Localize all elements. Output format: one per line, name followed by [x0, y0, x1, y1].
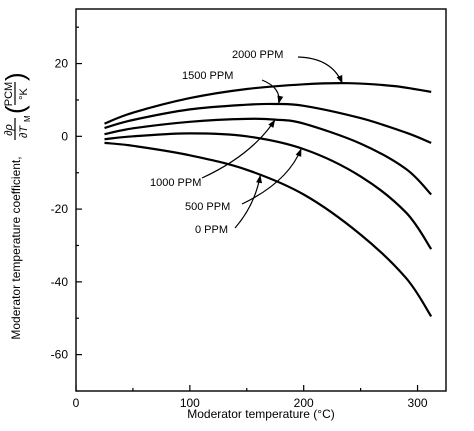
curve-500-ppm — [104, 132, 433, 250]
curve-0-ppm — [104, 141, 433, 318]
y-tick-label-20: 20 — [55, 57, 69, 71]
x-tick-label-300: 300 — [408, 396, 428, 410]
y-axis-title: Moderator temperature coefficient, ∂ρ ∂T… — [0, 72, 32, 339]
y-axis-units-numerator: PCM — [3, 82, 15, 106]
y-axis-units-denominator: °K — [18, 87, 30, 99]
arrowhead-2000-ppm — [336, 75, 343, 84]
arrowhead-1000-ppm — [268, 119, 276, 128]
arrowhead-0-ppm — [256, 174, 262, 184]
y-tick-label--40: -40 — [51, 275, 69, 289]
arrowhead-500-ppm — [295, 148, 302, 157]
label-leaders — [201, 56, 343, 229]
curve-1500-ppm — [104, 102, 432, 144]
leader-1500-ppm — [261, 79, 280, 105]
y-axis-paren-right: ) — [0, 72, 30, 81]
y-tick-label--60: -60 — [51, 348, 69, 362]
y-axis-partial-subscript: M — [23, 115, 32, 122]
x-tick-label-100: 100 — [180, 396, 200, 410]
leader-500-ppm — [241, 148, 302, 205]
x-axis-title: Moderator temperature (°C) — [187, 407, 335, 421]
y-axis-partial-denominator: ∂T — [18, 125, 30, 138]
curve-label-2000-ppm: 2000 PPM — [232, 49, 283, 61]
x-tick-label-0: 0 — [73, 396, 80, 410]
y-tick-label-0: 0 — [61, 129, 68, 143]
curve-2000-ppm — [104, 82, 432, 125]
curves — [104, 82, 433, 318]
axis-ticks — [75, 26, 419, 392]
y-axis-title-text: Moderator temperature coefficient, — [9, 156, 23, 339]
x-tick-label-200: 200 — [294, 396, 314, 410]
plot-frame — [75, 8, 447, 392]
leader-2000-ppm — [297, 56, 343, 84]
y-axis-partial-numerator: ∂ρ — [3, 124, 15, 136]
leader-1000-ppm — [201, 119, 276, 179]
curve-labels: 2000 PPM 1500 PPM 1000 PPM 500 PPM 0 PPM — [150, 49, 283, 236]
arrowhead-1500-ppm — [277, 95, 284, 104]
curve-label-0-ppm: 0 PPM — [195, 224, 228, 236]
curve-label-1000-ppm: 1000 PPM — [150, 177, 201, 189]
curve-label-500-ppm: 500 PPM — [185, 201, 230, 213]
y-tick-label--20: -20 — [51, 202, 69, 216]
curve-label-1500-ppm: 1500 PPM — [182, 70, 233, 82]
y-axis-paren-left: ( — [0, 105, 30, 114]
